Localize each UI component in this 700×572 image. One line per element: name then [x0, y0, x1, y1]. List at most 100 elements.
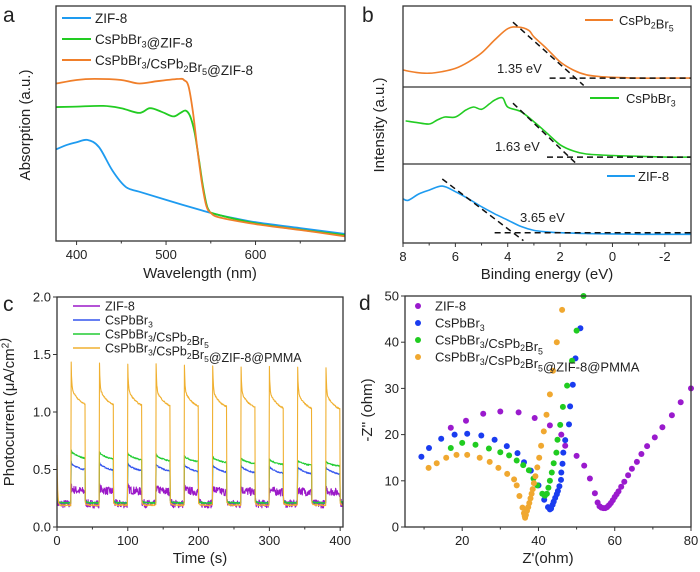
y-tick-label: 1.0 [33, 405, 51, 420]
scatter-point [514, 450, 521, 457]
scatter-point [543, 490, 550, 497]
plot-frame [404, 295, 692, 528]
y-tick-label: 2.0 [33, 290, 51, 305]
scatter-point [562, 437, 569, 444]
legend-marker [415, 337, 421, 343]
scatter-point [485, 445, 492, 452]
y-tick-label: 40 [385, 335, 399, 350]
scatter-point [478, 432, 485, 439]
y-tick-label: 0.0 [33, 520, 51, 535]
scatter-point [426, 445, 432, 451]
scatter-point [534, 464, 541, 471]
scatter-point [527, 495, 534, 502]
scatter-point [503, 443, 510, 450]
legend-label: ZIF-8 [435, 299, 466, 314]
series-line [402, 26, 691, 79]
x-axis-label: Binding energy (eV) [481, 266, 614, 283]
scatter-point [511, 476, 518, 483]
legend-label: CsPbBr3/CsPb2Br5@ZIF-8@PMMA [435, 350, 640, 375]
tangent-dashed-line [441, 178, 524, 242]
scatter-point [558, 431, 565, 438]
scatter-point [443, 454, 450, 461]
panel-label: d [359, 292, 371, 315]
series-line [56, 449, 344, 505]
legend-label: CsPbBr3/CsPb2Br5@ZIF-8 [95, 53, 253, 78]
scatter-point [621, 478, 628, 485]
scatter-point [536, 454, 543, 461]
legend-marker [415, 303, 421, 309]
panel-label: a [3, 4, 15, 27]
scatter-point [464, 430, 471, 437]
legend-label: CsPbBr3@ZIF-8 [95, 32, 193, 50]
legend-label: CsPbBr3/CsPb2Br5 [435, 333, 543, 357]
y-tick-label: 0 [392, 520, 399, 535]
scatter-point [573, 327, 580, 334]
band-gap-annotation: 1.35 eV [497, 61, 542, 76]
panel-label: b [362, 4, 374, 27]
scatter-point [644, 443, 651, 450]
scatter-point [530, 480, 537, 487]
scatter-point [591, 490, 598, 497]
scatter-point [659, 424, 666, 431]
scatter-point [540, 428, 547, 435]
series-line [55, 77, 346, 238]
scatter-point [550, 367, 556, 374]
legend-label: ZIF-8 [105, 300, 135, 314]
x-tick-label: 300 [259, 533, 281, 548]
legend-label: ZIF-8 [95, 11, 127, 26]
scatter-point [513, 482, 520, 489]
legend-label: CsPbBr3 [105, 314, 153, 330]
x-tick-label: 400 [66, 247, 88, 262]
legend-label: CsPbBr3/CsPb2Br5@ZIF-8@PMMA [105, 342, 302, 365]
scatter-point [463, 417, 469, 424]
scatter-point [516, 493, 523, 499]
scatter-point [515, 409, 522, 416]
scatter-point [464, 451, 471, 458]
x-tick-label: 8 [399, 249, 406, 264]
band-gap-annotation: 1.63 eV [495, 139, 540, 154]
scatter-point [559, 403, 566, 410]
scatter-point [486, 458, 493, 465]
panel-b: CsPb2Br5 1.35 eV CsPbBr3 1.63 eV ZIF-8 3.65 e… [362, 4, 692, 283]
scatter-point [447, 445, 454, 451]
scatter-point [668, 412, 675, 419]
plot-frame [402, 5, 692, 244]
x-tick-label: 0 [609, 249, 616, 264]
tangent-dashed-line [512, 102, 577, 164]
scatter-point [526, 500, 533, 506]
scatter-point [548, 469, 555, 476]
x-tick-label: 4 [504, 249, 511, 264]
scatter-point [528, 490, 535, 497]
legend-label: CsPbBr3 [626, 91, 676, 108]
scatter-point [476, 454, 483, 461]
legend-label: ZIF-8 [638, 169, 669, 184]
x-tick-label: 100 [117, 533, 139, 548]
scatter-point [451, 431, 458, 438]
scatter-point [562, 442, 569, 449]
scatter-point [557, 421, 564, 428]
scatter-point [569, 357, 575, 364]
x-tick-label: 40 [531, 533, 545, 548]
x-tick-label: 20 [455, 533, 469, 548]
scatter-point [615, 488, 622, 495]
series-line [55, 104, 346, 236]
scatter-point [453, 451, 460, 458]
scatter-point [438, 435, 445, 442]
scatter-point [553, 449, 560, 456]
scatter-point [545, 484, 552, 491]
x-axis-label: Z'(ohm) [522, 550, 573, 567]
y-tick-label: 1.5 [33, 347, 51, 362]
scatter-point [564, 382, 571, 389]
x-tick-label: 400 [329, 533, 351, 548]
scatter-point [538, 442, 545, 449]
series-line [402, 185, 691, 236]
legend-label: CsPb2Br5 [619, 13, 674, 34]
band-gap-annotation: 3.65 eV [520, 210, 565, 225]
x-tick-label: 500 [155, 247, 177, 262]
legend-label: CsPbBr3/CsPb2Br5 [105, 328, 209, 350]
scatter-point [586, 475, 593, 482]
scatter-point [638, 451, 645, 457]
scatter-point [677, 399, 684, 406]
scatter-point [651, 434, 658, 441]
x-tick-label: 80 [684, 533, 698, 548]
